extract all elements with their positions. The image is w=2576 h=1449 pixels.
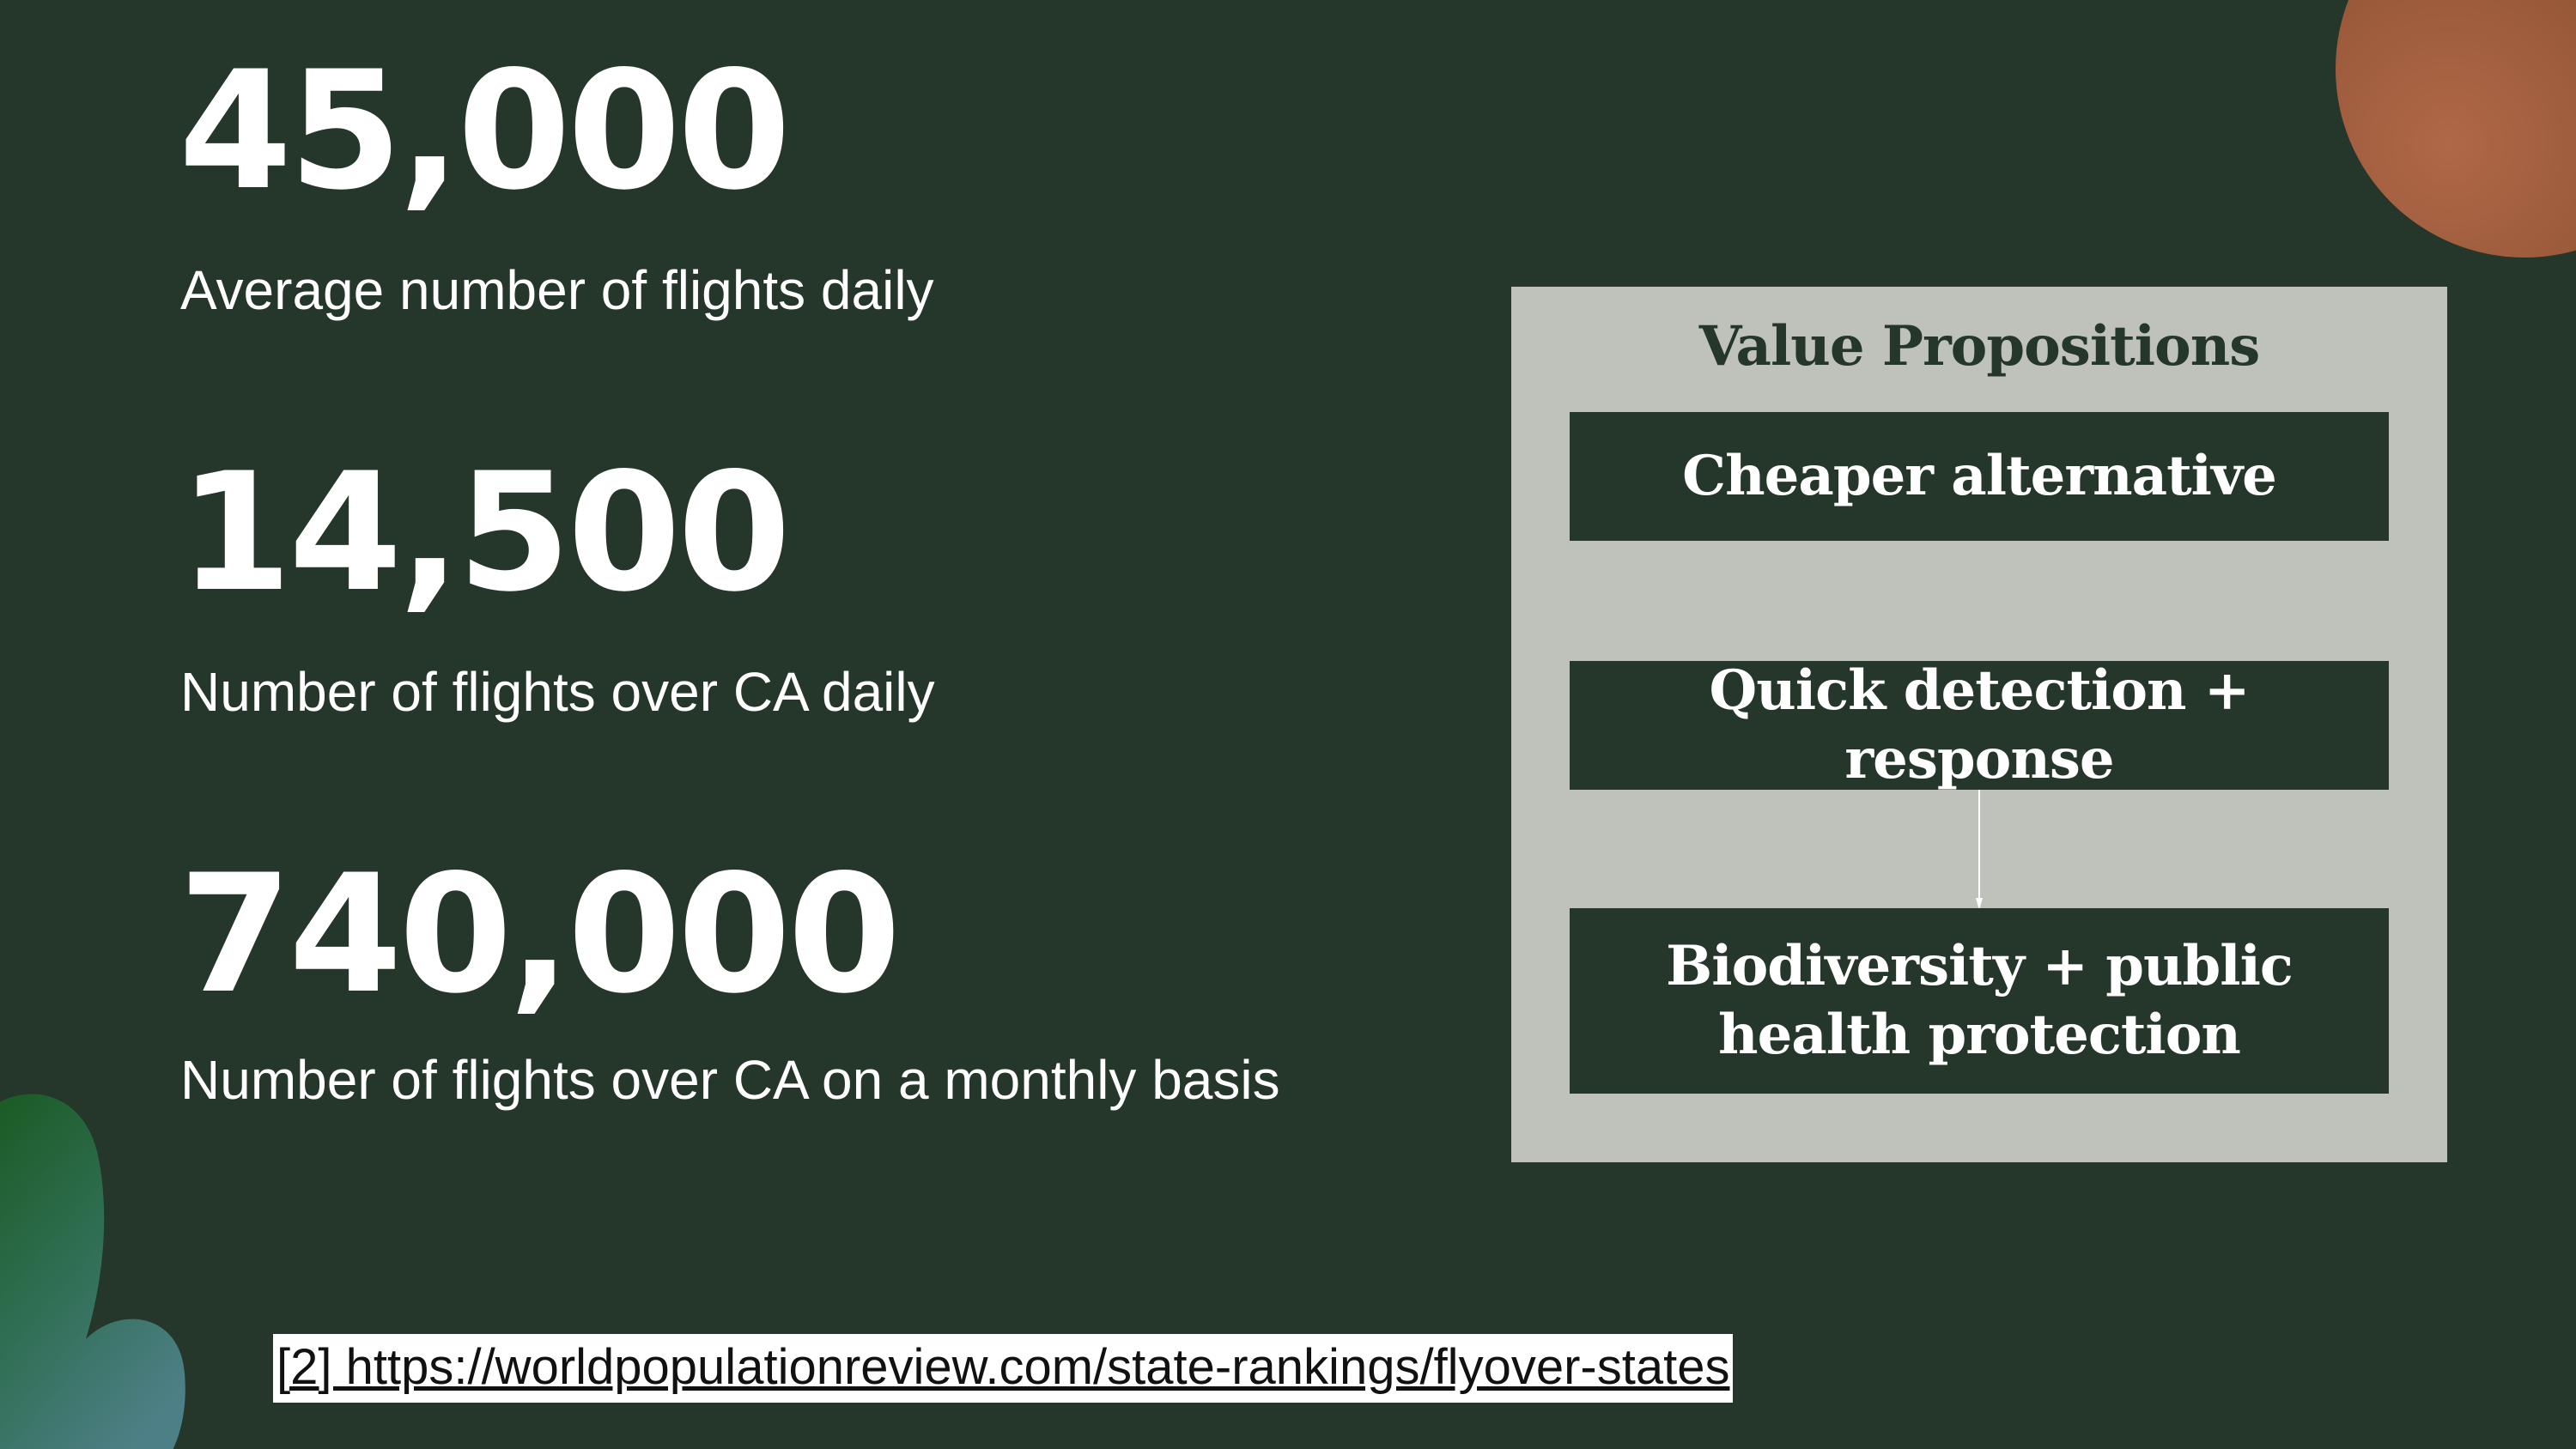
footnote-source-link[interactable]: [2] https://worldpopulationreview.com/st… bbox=[273, 1334, 1734, 1403]
stat-number-average-flights: 45,000 bbox=[179, 36, 791, 226]
stat-label-ca-flights-daily: Number of flights over CA daily bbox=[180, 661, 935, 723]
arrow-down-icon bbox=[1976, 790, 1983, 910]
value-propositions-title: Value Propositions bbox=[1698, 314, 2261, 379]
value-proposition-quick-detection: Quick detection + response bbox=[1570, 658, 2389, 791]
value-proposition-label: Quick detection + response bbox=[1709, 658, 2251, 791]
stat-label-ca-flights-monthly: Number of flights over CA on a monthly b… bbox=[180, 1049, 1280, 1111]
value-proposition-label: Biodiversity + public health protection bbox=[1666, 934, 2293, 1067]
decorative-green-blob bbox=[0, 1094, 185, 1449]
stat-label-average-flights: Average number of flights daily bbox=[180, 259, 934, 321]
decorative-orange-blob bbox=[2336, 0, 2576, 258]
value-proposition-cheaper-alternative: Cheaper alternative bbox=[1570, 412, 2389, 541]
stat-number-ca-flights-monthly: 740,000 bbox=[179, 840, 901, 1029]
value-proposition-label: Cheaper alternative bbox=[1682, 444, 2277, 508]
value-propositions-panel: Value Propositions Cheaper alternative Q… bbox=[1511, 287, 2447, 1162]
value-proposition-biodiversity: Biodiversity + public health protection bbox=[1570, 908, 2389, 1094]
stat-number-ca-flights-daily: 14,500 bbox=[179, 438, 791, 627]
